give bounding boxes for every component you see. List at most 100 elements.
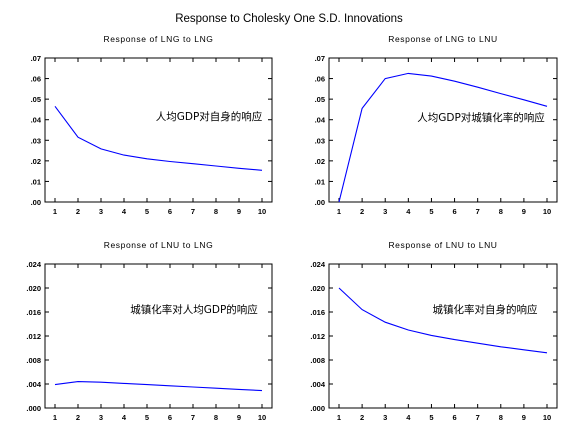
- x-tick-label: 3: [99, 207, 103, 216]
- x-tick-label: 1: [53, 207, 57, 216]
- x-tick-label: 2: [360, 413, 364, 422]
- panel-title: Response of LNG to LNG: [103, 34, 213, 44]
- y-tick-label: .020: [310, 284, 325, 293]
- y-tick-label: .024: [310, 260, 325, 269]
- plot-frame: [44, 57, 273, 203]
- y-tick-label: .05: [31, 95, 41, 104]
- data-point: [192, 386, 193, 387]
- x-tick-label: 5: [145, 413, 149, 422]
- x-tick-label: 6: [452, 413, 456, 422]
- x-tick-label: 10: [543, 207, 551, 216]
- series-line: [338, 287, 548, 354]
- y-tick-label: .000: [310, 404, 325, 413]
- data-point: [261, 170, 262, 171]
- panel-annotation: 人均GDP对自身的响应: [156, 110, 263, 123]
- y-tick-label: .016: [310, 308, 325, 317]
- data-point: [362, 108, 363, 109]
- x-tick-label: 8: [214, 413, 218, 422]
- data-point: [77, 137, 78, 138]
- x-tick-label: 9: [522, 413, 526, 422]
- data-point: [408, 329, 409, 330]
- x-tick-label: 10: [258, 207, 266, 216]
- panel-annotation: 城镇化率对人均GDP的响应: [130, 303, 258, 316]
- x-tick-label: 5: [429, 413, 433, 422]
- chart-panel-2: Response of LNG to LNU .00 .01 .02 .03 .04 .05…: [315, 34, 558, 216]
- data-point: [362, 309, 363, 310]
- x-tick-label: 1: [53, 413, 57, 422]
- chart-panel-3: Response of LNU to LNG .000 .004 .008 .012 .0…: [26, 240, 273, 422]
- x-tick-label: 9: [522, 207, 526, 216]
- data-point: [146, 158, 147, 159]
- y-tick-label: .020: [26, 284, 41, 293]
- data-point: [431, 76, 432, 77]
- x-tick-label: 10: [258, 413, 266, 422]
- x-tick-label: 2: [360, 207, 364, 216]
- x-tick-label: 4: [406, 207, 411, 216]
- data-point: [338, 287, 339, 288]
- x-tick-label: 8: [499, 413, 503, 422]
- y-tick-label: .04: [31, 116, 42, 125]
- data-point: [54, 384, 55, 385]
- x-tick-label: 6: [168, 207, 172, 216]
- x-tick-label: 1: [337, 413, 341, 422]
- x-tick-label: 3: [99, 413, 103, 422]
- data-point: [523, 349, 524, 350]
- y-tick-label: .00: [315, 198, 325, 207]
- data-point: [454, 81, 455, 82]
- data-point: [408, 73, 409, 74]
- panel-title: Response of LNG to LNU: [388, 34, 498, 44]
- y-tick-label: .05: [315, 95, 325, 104]
- data-point: [500, 346, 501, 347]
- x-tick-label: 7: [476, 413, 480, 422]
- x-tick-label: 3: [383, 413, 387, 422]
- y-tick-label: .008: [26, 356, 41, 365]
- data-point: [454, 339, 455, 340]
- y-tick-label: .07: [31, 54, 41, 63]
- y-tick-label: .02: [315, 157, 325, 166]
- x-tick-label: 10: [543, 413, 551, 422]
- x-tick-label: 9: [237, 413, 241, 422]
- x-tick-label: 4: [122, 207, 127, 216]
- data-point: [100, 148, 101, 149]
- y-tick-label: .06: [31, 75, 41, 84]
- y-tick-label: .00: [31, 198, 41, 207]
- data-point: [261, 390, 262, 391]
- y-tick-label: .03: [315, 136, 325, 145]
- panel-annotation: 人均GDP对城镇化率的响应: [417, 111, 545, 124]
- data-point: [385, 78, 386, 79]
- data-point: [238, 389, 239, 390]
- data-point: [169, 385, 170, 386]
- series-line: [54, 105, 263, 171]
- y-tick-label: .01: [315, 177, 325, 186]
- y-tick-label: .012: [26, 332, 41, 341]
- x-tick-label: 5: [145, 207, 149, 216]
- y-tick-label: .04: [315, 116, 326, 125]
- y-tick-label: .004: [26, 380, 41, 389]
- x-tick-label: 7: [191, 413, 195, 422]
- x-tick-label: 4: [406, 413, 411, 422]
- y-tick-label: .004: [310, 380, 325, 389]
- x-tick-label: 9: [237, 207, 241, 216]
- y-tick-label: .01: [31, 177, 41, 186]
- y-tick-label: .000: [26, 404, 41, 413]
- data-point: [477, 87, 478, 88]
- x-tick-label: 4: [122, 413, 127, 422]
- y-tick-label: .02: [31, 157, 41, 166]
- x-tick-label: 6: [452, 207, 456, 216]
- y-tick-label: .06: [315, 75, 325, 84]
- chart-panel-4: Response of LNU to LNU .000 .004 .008 .012 .0…: [310, 240, 558, 422]
- panel-title: Response of LNU to LNG: [104, 240, 214, 250]
- series-line: [338, 72, 548, 203]
- data-point: [523, 99, 524, 100]
- figure-title: Response to Cholesky One S.D. Innovation…: [175, 13, 403, 25]
- x-tick-label: 6: [168, 413, 172, 422]
- series-line: [54, 381, 263, 392]
- data-point: [546, 106, 547, 107]
- data-point: [123, 383, 124, 384]
- y-tick-label: .008: [310, 356, 325, 365]
- plot-frame: [328, 57, 558, 203]
- y-tick-label: .016: [26, 308, 41, 317]
- data-point: [146, 384, 147, 385]
- x-tick-label: 2: [76, 207, 80, 216]
